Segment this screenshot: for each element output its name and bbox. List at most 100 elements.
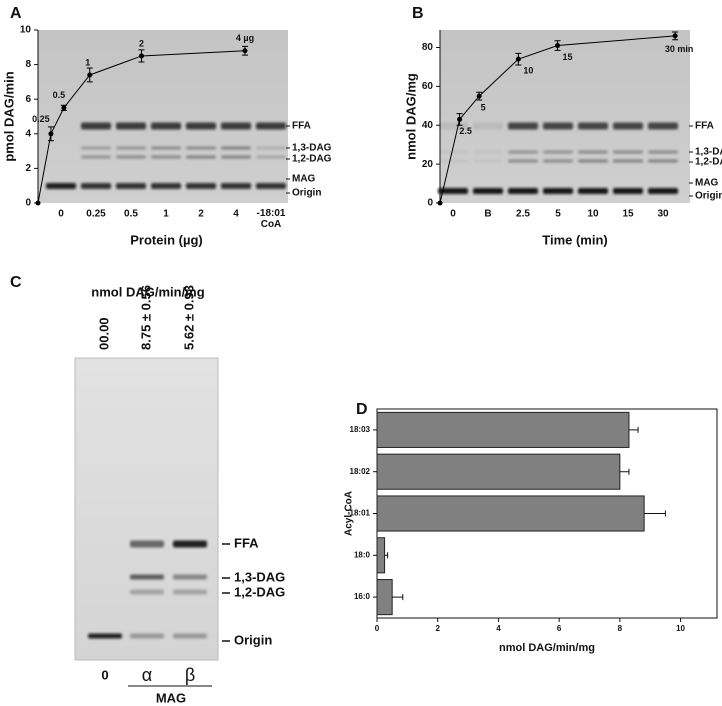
lane-value: 8.75 ± 0.56: [138, 285, 153, 350]
data-point: [515, 56, 521, 62]
gel-band: [648, 150, 678, 154]
gel-band: [473, 150, 503, 154]
x-tick-label: 2: [435, 624, 440, 633]
gel-band: [648, 122, 678, 130]
data-point: [457, 116, 463, 122]
gel-band: [578, 150, 608, 154]
y-axis-label: Acyl-CoA: [344, 491, 355, 536]
gel-band: [151, 146, 181, 150]
gel-band: [186, 183, 216, 189]
gel-band: [46, 183, 76, 189]
gel-band: [256, 155, 286, 159]
gel-band: [473, 188, 503, 194]
gel-band: [221, 155, 251, 159]
x-axis-label: Protein (µg): [130, 232, 202, 247]
bar: [376, 537, 386, 574]
y-tick-label: 60: [422, 81, 434, 92]
point-label: 5: [481, 102, 486, 112]
gel-band: [81, 183, 111, 189]
gel-band: [88, 633, 122, 639]
gel-band: [221, 183, 251, 189]
gel-band: [438, 159, 468, 163]
gel-band: [508, 150, 538, 154]
bar: [376, 453, 621, 490]
point-label: 15: [563, 52, 573, 62]
group-label: MAG: [156, 690, 186, 705]
gel-band: [543, 122, 573, 130]
lane-value: 00.00: [96, 317, 111, 350]
gel-band: [186, 122, 216, 130]
data-line: [439, 35, 676, 204]
band-label: MAG: [292, 174, 316, 185]
band-label: 1,2-DAG: [695, 157, 722, 168]
gel-image: [38, 30, 288, 203]
gel-band: [578, 159, 608, 163]
band-label: MAG: [695, 178, 719, 189]
band-label: 1,2-DAG: [292, 154, 332, 165]
point-label: 2.5: [459, 126, 472, 136]
x-tick-label: 6: [557, 624, 562, 633]
band-label: 1,3-DAG: [292, 143, 332, 154]
point-label: 10: [523, 66, 533, 76]
lane-label: β: [185, 665, 195, 685]
gel-band: [81, 146, 111, 150]
y-tick-label: 18:03: [350, 425, 371, 434]
gel-band: [256, 122, 286, 130]
point-label: 30 min: [665, 44, 694, 54]
gel-band: [256, 183, 286, 189]
gel-band: [438, 122, 468, 130]
bar: [376, 411, 630, 448]
y-tick-label: 2: [25, 163, 31, 174]
gel-band: [508, 159, 538, 163]
y-tick-label: 0: [25, 198, 31, 209]
data-line: [37, 50, 246, 204]
lane-label: 0: [58, 209, 64, 220]
band-label: 1,3-DAG: [695, 147, 722, 158]
x-tick-label: 4: [496, 624, 501, 633]
gel-band: [613, 122, 643, 130]
gel-band: [578, 122, 608, 130]
gel-band: [473, 122, 503, 130]
y-tick-label: 80: [422, 42, 434, 53]
gel-band: [186, 146, 216, 150]
point-label: 0.5: [53, 90, 66, 100]
gel-band: [221, 122, 251, 130]
data-point: [437, 200, 443, 206]
error-bar: [628, 426, 639, 433]
gel-band: [473, 159, 503, 163]
data-point: [138, 53, 144, 59]
gel-band: [256, 146, 286, 150]
gel-band: [543, 159, 573, 163]
lane-label: 0.25: [86, 209, 106, 220]
gel-band: [221, 146, 251, 150]
gel-band: [116, 122, 146, 130]
gel-band: [130, 633, 164, 639]
y-tick-label: 6: [25, 94, 31, 105]
panel-letter: B: [412, 5, 424, 22]
band-label: Origin: [695, 191, 722, 202]
lane-label-text: -18:01 CoA: [256, 208, 286, 230]
x-axis-label: nmol DAG/min/mg: [499, 642, 595, 654]
data-point: [242, 48, 248, 54]
gel-band: [578, 188, 608, 194]
gel-band: [613, 159, 643, 163]
gel-band: [130, 540, 164, 548]
point-label: 2: [139, 38, 144, 48]
error-bar: [392, 594, 404, 601]
y-axis-label: pmol DAG/min: [1, 71, 16, 161]
band-label: FFA: [234, 535, 259, 550]
y-tick-label: 20: [422, 159, 434, 170]
gel-band: [438, 188, 468, 194]
gel-band: [543, 150, 573, 154]
y-tick-label: 18:0: [354, 550, 371, 559]
gel-band: [173, 540, 207, 548]
gel-band: [173, 633, 207, 639]
gel-band: [116, 155, 146, 159]
panel-letter: C: [10, 274, 22, 291]
lane-label: 2.5: [516, 209, 530, 220]
point-label: 1: [85, 57, 90, 67]
lane-value: 5.62 ± 0.93: [181, 285, 196, 350]
lane-label: -18:01 CoA: [256, 208, 286, 230]
point-label: 0.25: [32, 114, 50, 124]
